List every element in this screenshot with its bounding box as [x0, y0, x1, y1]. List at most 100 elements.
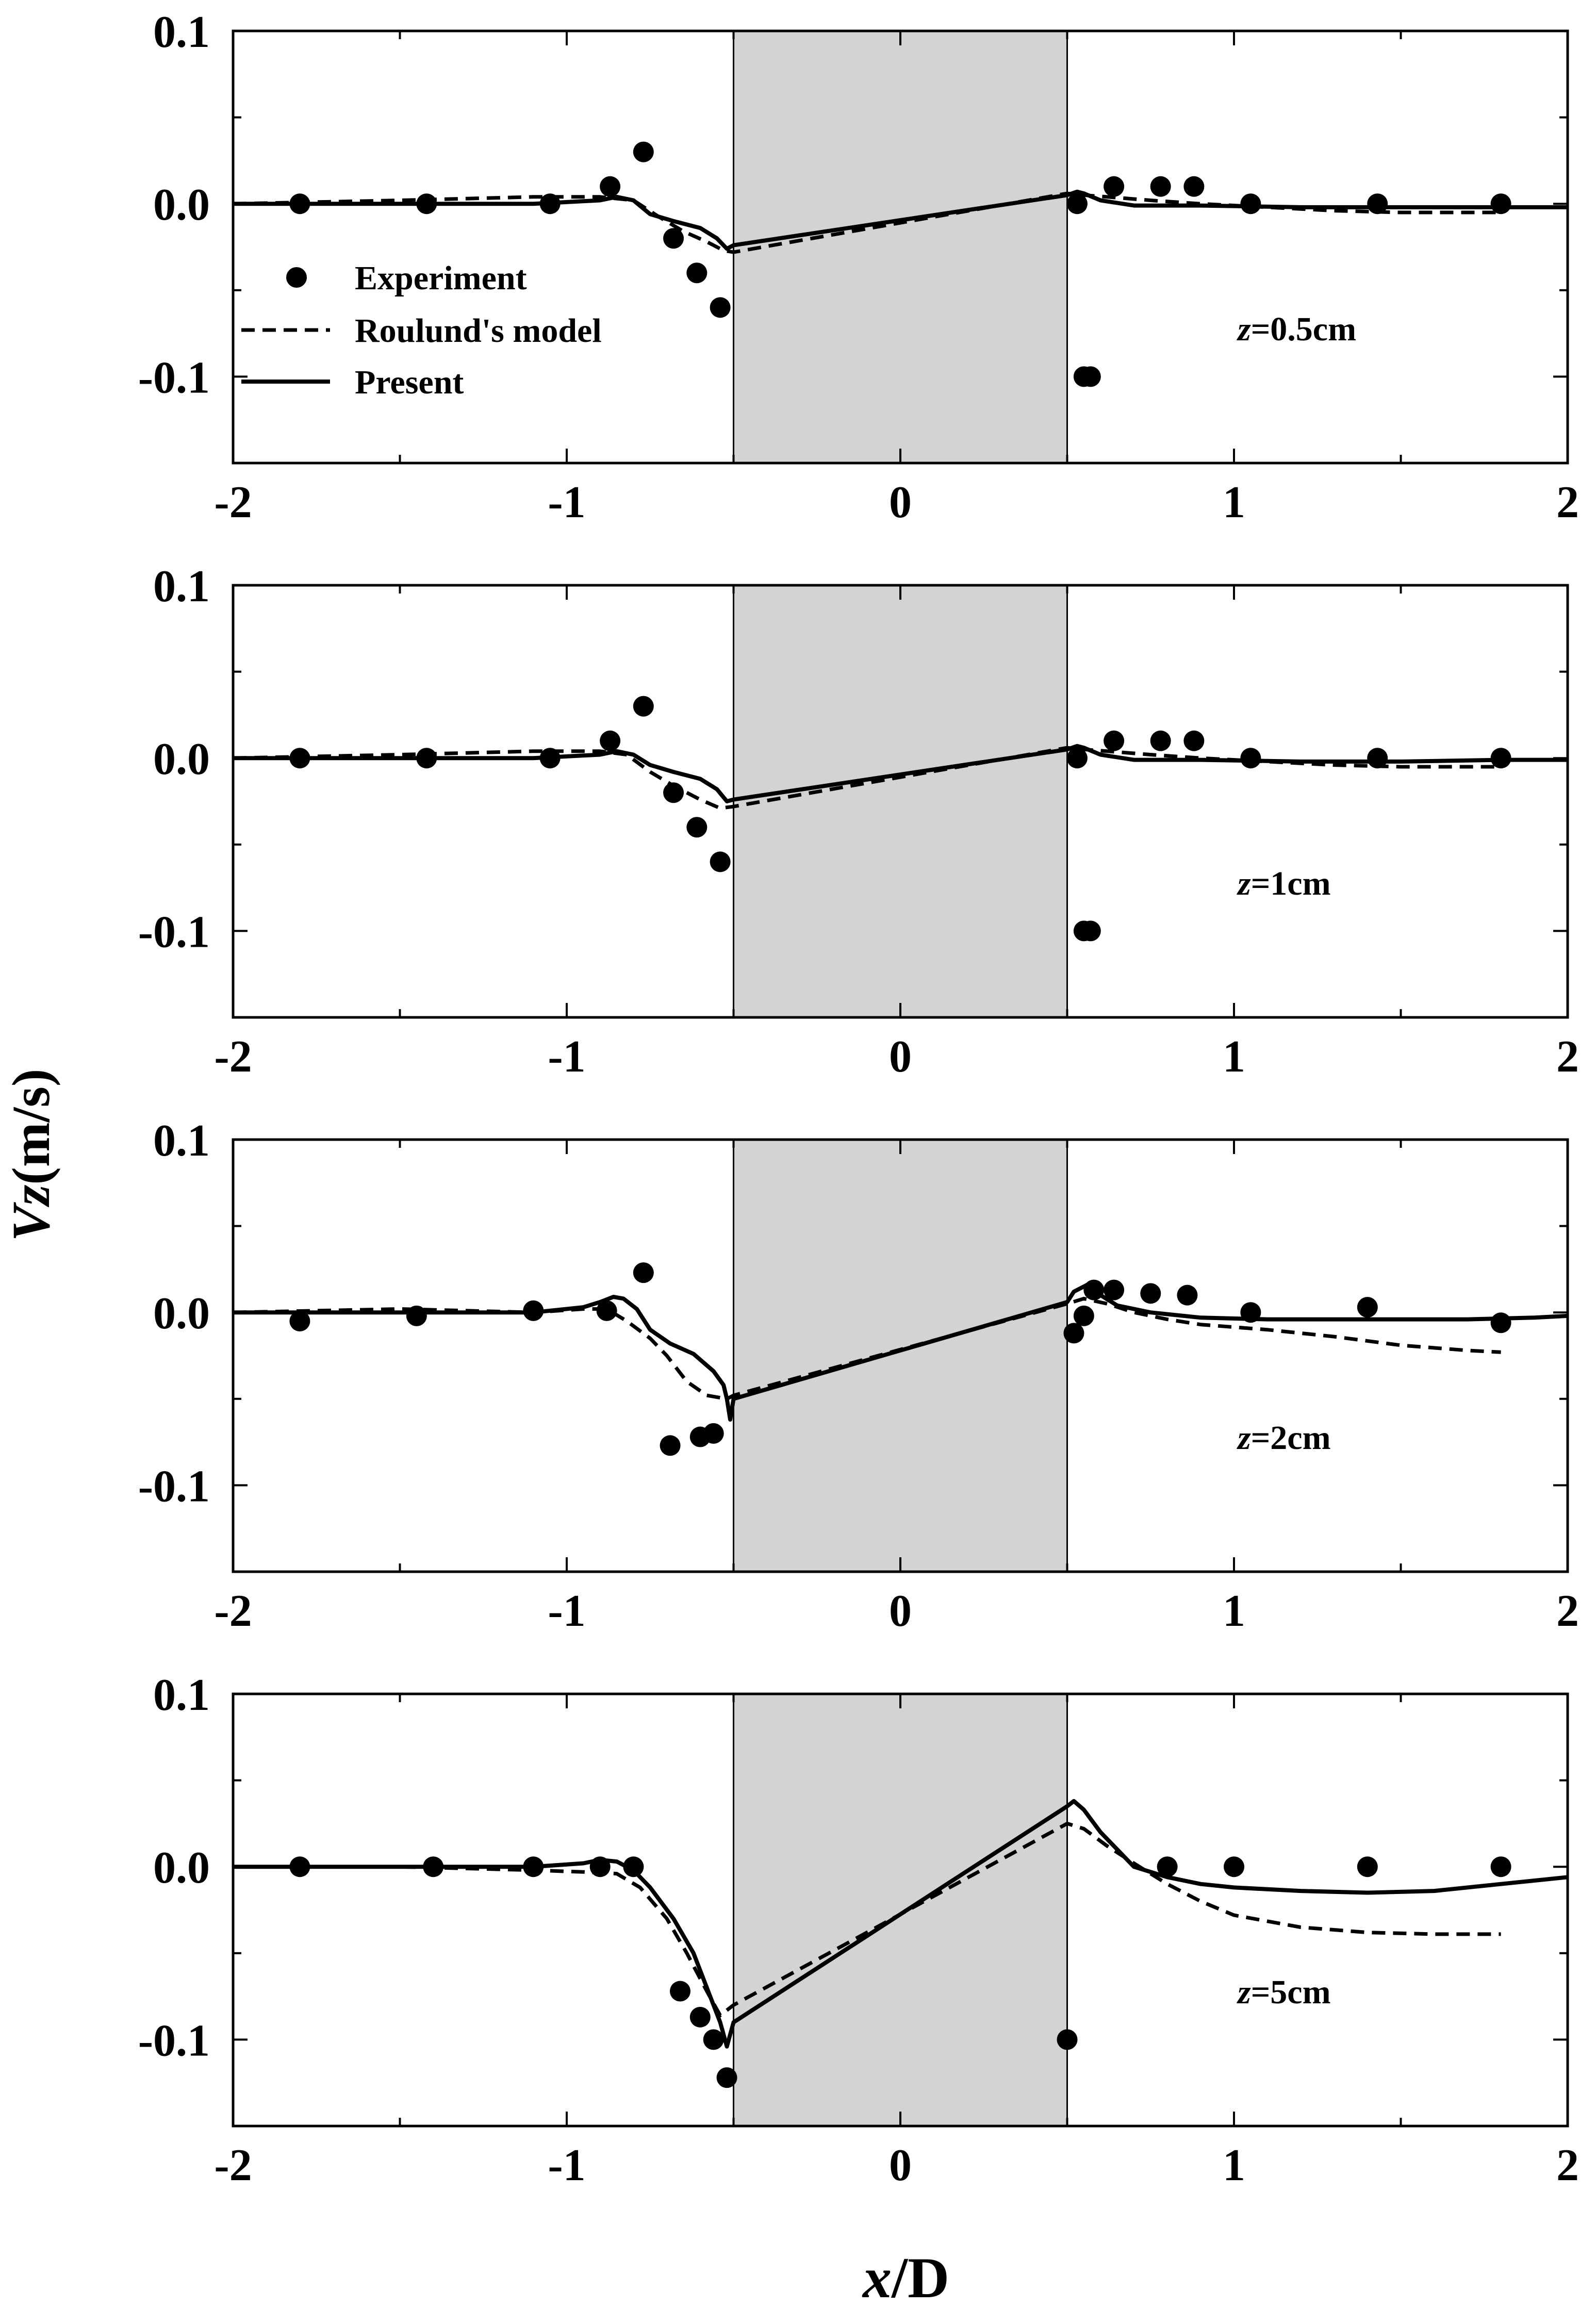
- panel-4: -2 -1 0 1 2 0.1 0.0 -0.1 z=5cm: [138, 1670, 1579, 2190]
- x-axis-label-rest: /D: [891, 2246, 949, 2310]
- experiment-point: [1240, 1302, 1261, 1323]
- experiment-point: [703, 1423, 724, 1444]
- x-tick-label: 0: [889, 477, 912, 528]
- pier-region: [733, 584, 1068, 1018]
- experiment-point: [1104, 176, 1125, 197]
- experiment-point: [1367, 748, 1388, 769]
- experiment-point: [596, 1300, 617, 1321]
- experiment-point: [1240, 748, 1261, 769]
- y-tick-label: 0.0: [153, 734, 210, 784]
- experiment-point: [416, 748, 437, 769]
- x-tick-label: 1: [1223, 1032, 1245, 1082]
- z-annotation: z=0.5cm: [1237, 310, 1356, 348]
- experiment-point: [589, 1856, 611, 1877]
- x-tick-label: -2: [214, 1586, 252, 1636]
- x-tick-label: 1: [1223, 2140, 1245, 2190]
- legend: Experiment Roulund's model Present: [241, 259, 602, 401]
- panel-1: -2 -1 0 1 2 0.1 0.0 -0.1 z=0.5cm Experiment Roulun…: [138, 7, 1579, 528]
- experiment-point: [1057, 2029, 1078, 2050]
- y-tick-label: 0.0: [153, 1843, 210, 1893]
- series-roulund-line: [233, 746, 1501, 810]
- y-tick-label: 0.1: [153, 7, 210, 57]
- experiment-point: [686, 817, 707, 838]
- y-tick-label: 0.1: [153, 562, 210, 612]
- experiment-point: [710, 851, 731, 872]
- x-axis-label: x/D: [862, 2246, 949, 2310]
- y-tick-label: 0.0: [153, 180, 210, 230]
- pier-region: [733, 1139, 1068, 1573]
- x-tick-label: -1: [548, 477, 585, 528]
- experiment-point: [600, 176, 621, 197]
- panels: -2 -1 0 1 20.10.0-0.1z=0.5cmExperimentRoulun…: [138, 7, 1579, 2190]
- experiment-point: [539, 748, 561, 769]
- experiment-point: [1080, 920, 1101, 942]
- experiment-point: [523, 1300, 544, 1321]
- x-tick-label: -1: [548, 2140, 585, 2190]
- experiment-point: [1083, 1279, 1105, 1300]
- experiment-point: [289, 1310, 310, 1331]
- z-annotation: z=2cm: [1237, 1419, 1331, 1457]
- experiment-point: [289, 193, 310, 215]
- experiment-point: [1224, 1856, 1244, 1877]
- x-tick-label: 0: [889, 1586, 912, 1636]
- legend-experiment-marker: [286, 267, 307, 288]
- legend-roulund-label: Roulund's model: [355, 312, 602, 350]
- x-tick-label: -1: [548, 1586, 585, 1636]
- experiment-point: [633, 696, 654, 717]
- experiment-point: [1240, 193, 1261, 215]
- panel-3: -2 -1 0 1 2 0.1 0.0 -0.1 z=2cm: [138, 1116, 1579, 1636]
- experiment-point: [423, 1856, 444, 1877]
- y-tick-label: -0.1: [138, 1461, 210, 1511]
- x-tick-label: 2: [1556, 1586, 1579, 1636]
- experiment-point: [1063, 1323, 1084, 1344]
- x-tick-label: 0: [889, 2140, 912, 2190]
- experiment-point: [1183, 176, 1205, 197]
- experiment-point: [1490, 193, 1511, 215]
- series-present-line: [233, 1282, 1568, 1422]
- experiment-point: [600, 730, 621, 751]
- experiment-point: [416, 193, 437, 215]
- experiment-point: [689, 2006, 711, 2028]
- experiment-point: [1066, 193, 1088, 215]
- experiment-point: [1066, 748, 1088, 769]
- x-tick-label: 0: [889, 1032, 912, 1082]
- z-annotation-value: =0.5cm: [1251, 310, 1356, 348]
- y-tick-label: -0.1: [138, 2016, 210, 2066]
- panel-2: -2 -1 0 1 2 0.1 0.0 -0.1 z=1cm: [138, 562, 1579, 1082]
- pier-region: [733, 1693, 1068, 2127]
- experiment-point: [633, 1262, 654, 1283]
- experiment-point: [1357, 1856, 1378, 1877]
- experiment-point: [633, 141, 654, 162]
- experiment-point: [623, 1856, 644, 1877]
- z-annotation-value: =5cm: [1251, 1973, 1331, 2011]
- x-tick-label: -2: [214, 1032, 252, 1082]
- z-annotation-italic: z: [1237, 310, 1251, 348]
- experiment-point: [1080, 366, 1101, 387]
- experiment-point: [1367, 193, 1388, 215]
- y-tick-label: 0.0: [153, 1289, 210, 1339]
- experiment-point: [663, 228, 684, 249]
- experiment-point: [716, 2067, 737, 2088]
- series-roulund-line: [233, 191, 1501, 254]
- experiment-point: [1177, 1284, 1198, 1306]
- experiment-point: [710, 297, 731, 318]
- experiment-point: [1490, 748, 1511, 769]
- experiment-point: [406, 1305, 427, 1326]
- x-tick-label: 1: [1223, 1586, 1245, 1636]
- x-axis-label-italic: x: [862, 2246, 892, 2310]
- y-tick-label: 0.1: [153, 1116, 210, 1166]
- experiment-point: [660, 1435, 681, 1456]
- x-tick-label: -1: [548, 1032, 585, 1082]
- x-tick-label: 1: [1223, 477, 1245, 528]
- z-annotation: z=1cm: [1237, 865, 1331, 902]
- experiment-point: [1104, 1279, 1125, 1300]
- experiment-point: [289, 748, 310, 769]
- x-tick-label: 2: [1556, 2140, 1579, 2190]
- legend-present-label: Present: [355, 364, 464, 401]
- legend-experiment-label: Experiment: [355, 259, 527, 297]
- y-axis-label-italic: Vz: [2, 1184, 61, 1241]
- z-annotation-italic: z: [1237, 1973, 1251, 2011]
- x-tick-label: 2: [1556, 1032, 1579, 1082]
- z-annotation-italic: z: [1237, 1419, 1251, 1457]
